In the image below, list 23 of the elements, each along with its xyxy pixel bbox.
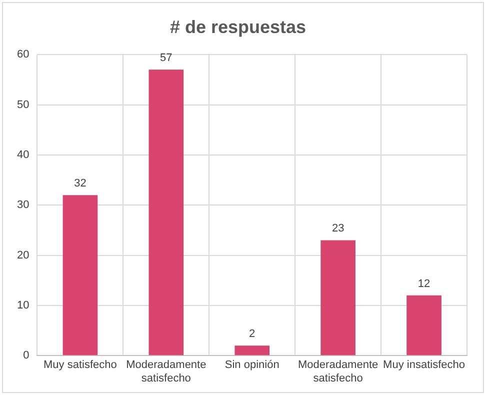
x-tick-label: Muy insatisfecho: [383, 359, 465, 372]
data-label: 57: [160, 52, 172, 64]
y-tick-label: 40: [16, 148, 30, 161]
x-tick-label: Sin opinión: [224, 359, 280, 372]
data-label: 32: [74, 178, 86, 190]
y-tick-label: 60: [16, 48, 30, 61]
data-label: 2: [249, 328, 256, 340]
bar: [62, 195, 98, 356]
y-tick-label: 10: [16, 299, 30, 312]
x-tick-label: Muy satisfecho: [44, 359, 117, 372]
y-tick-label: 20: [16, 249, 30, 262]
bar: [234, 346, 270, 356]
bar: [320, 240, 356, 356]
x-tick-label: Moderadamente satisfecho: [126, 359, 206, 384]
bar: [148, 70, 184, 356]
data-label: 23: [332, 222, 344, 235]
y-tick-label: 30: [16, 199, 30, 212]
chart-title: # de respuestas: [170, 16, 306, 37]
x-tick-label: Moderadamente satisfecho: [298, 359, 378, 384]
y-tick-label: 50: [16, 98, 30, 111]
y-tick-label: 0: [23, 350, 30, 362]
data-label: 12: [418, 278, 430, 290]
bar: [406, 295, 442, 356]
